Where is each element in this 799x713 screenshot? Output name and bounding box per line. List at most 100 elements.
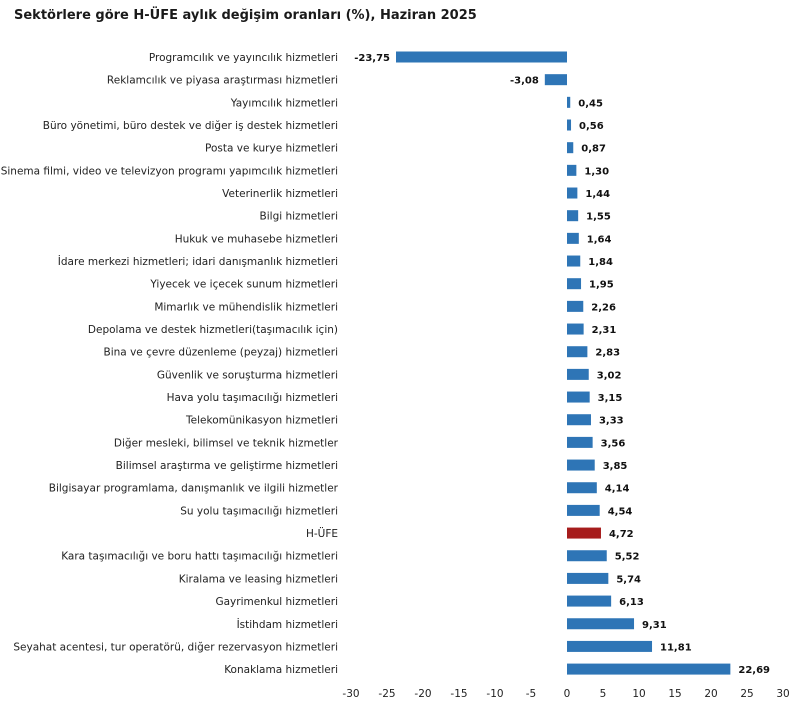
value-label: -3,08 — [510, 76, 539, 87]
bar — [567, 391, 590, 403]
x-tick-label: -10 — [486, 688, 503, 700]
x-tick-label: -5 — [526, 688, 536, 700]
x-tick-label: 25 — [740, 688, 753, 700]
category-label: Bilimsel araştırma ve geliştirme hizmetl… — [116, 460, 338, 472]
value-label: 3,02 — [597, 370, 622, 381]
category-label: Reklamcılık ve piyasa araştırması hizmet… — [107, 75, 338, 87]
category-label: Güvenlik ve soruşturma hizmetleri — [157, 369, 338, 381]
bar — [567, 164, 577, 176]
x-tick-label: 15 — [668, 688, 681, 700]
bars — [396, 51, 731, 675]
category-label: Sinema filmi, video ve televizyon progra… — [1, 165, 338, 177]
category-label: Konaklama hizmetleri — [224, 664, 338, 676]
value-labels: -23,75 -3,08 0,45 0,56 0,87 1,30 1,44 1,55 1,64 1… — [354, 53, 770, 676]
x-tick-label: 20 — [704, 688, 717, 700]
bar — [567, 550, 607, 562]
value-label: 2,26 — [591, 302, 616, 313]
category-label: Hukuk ve muhasebe hizmetleri — [175, 233, 338, 245]
bar — [567, 459, 595, 471]
bar — [567, 232, 579, 244]
bar — [567, 278, 582, 290]
bar — [567, 346, 588, 358]
value-label: 3,15 — [598, 393, 623, 404]
bar — [567, 663, 731, 675]
x-tick-label: 5 — [600, 688, 607, 700]
bar — [567, 210, 579, 222]
category-label: Kiralama ve leasing hizmetleri — [179, 573, 338, 585]
value-label: 3,85 — [603, 461, 628, 472]
bar — [567, 323, 584, 335]
value-label: 1,84 — [588, 257, 613, 268]
value-label: 4,14 — [605, 484, 630, 495]
category-label: Yiyecek ve içecek sunum hizmetleri — [149, 279, 338, 291]
category-label: Diğer mesleki, bilimsel ve teknik hizmet… — [114, 437, 339, 449]
bar — [567, 618, 635, 630]
bar — [567, 504, 600, 516]
bar — [567, 119, 572, 131]
value-label: 11,81 — [660, 642, 692, 653]
category-label: Veterinerlik hizmetleri — [222, 188, 338, 200]
value-label: 22,69 — [738, 665, 770, 676]
value-label: 5,52 — [615, 552, 640, 563]
x-tick-label: -30 — [342, 688, 359, 700]
category-label: Su yolu taşımacılığı hizmetleri — [180, 505, 338, 517]
category-label: Posta ve kurye hizmetleri — [205, 143, 338, 155]
x-tick-label: -20 — [414, 688, 431, 700]
value-label: 1,95 — [589, 280, 614, 291]
bar — [567, 96, 571, 108]
bar — [567, 482, 597, 494]
category-labels: Programcılık ve yayıncılık hizmetleri Rek… — [1, 52, 339, 676]
value-label: 6,13 — [619, 597, 644, 608]
category-label: Programcılık ve yayıncılık hizmetleri — [149, 52, 338, 64]
value-label: 2,31 — [592, 325, 617, 336]
value-label: -23,75 — [354, 53, 390, 64]
category-label: İdare merkezi hizmetleri; idari danışman… — [58, 255, 338, 268]
category-label: H-ÜFE — [306, 527, 338, 540]
value-label: 1,44 — [585, 189, 610, 200]
bar — [567, 142, 574, 154]
x-tick-label: 10 — [632, 688, 645, 700]
category-label: Mimarlık ve mühendislik hizmetleri — [154, 301, 338, 313]
bar — [567, 187, 578, 199]
bar — [567, 414, 591, 426]
category-label: Hava yolu taşımacılığı hizmetleri — [167, 392, 338, 404]
value-label: 0,56 — [579, 121, 604, 132]
bar — [396, 51, 567, 63]
bar — [567, 595, 612, 607]
category-label: Seyahat acentesi, tur operatörü, diğer r… — [13, 641, 338, 653]
bar — [567, 300, 584, 312]
category-label: Bilgisayar programlama, danışmanlık ve i… — [49, 483, 339, 495]
value-label: 2,83 — [595, 348, 620, 359]
category-label: Kara taşımacılığı ve boru hattı taşımacı… — [61, 551, 338, 563]
value-label: 5,74 — [616, 574, 641, 585]
bar — [567, 255, 581, 267]
category-label: Bilgi hizmetleri — [260, 211, 338, 223]
bar — [567, 640, 653, 652]
bar — [567, 527, 601, 539]
x-tick-label: -25 — [378, 688, 395, 700]
value-label: 0,87 — [581, 144, 606, 155]
category-label: Büro yönetimi, büro destek ve diğer iş d… — [43, 120, 338, 132]
value-label: 1,55 — [586, 212, 611, 223]
value-label: 0,45 — [578, 98, 603, 109]
category-label: İstihdam hizmetleri — [237, 618, 338, 631]
value-label: 4,72 — [609, 529, 634, 540]
value-label: 1,64 — [587, 234, 612, 245]
value-label: 4,54 — [608, 506, 633, 517]
bar — [567, 436, 593, 448]
category-label: Yayımcılık hizmetleri — [230, 97, 338, 109]
category-label: Bina ve çevre düzenleme (peyzaj) hizmetl… — [104, 347, 338, 359]
x-axis: -30 -25 -20 -15 -10 -5 0 5 10 15 20 25 30 — [342, 688, 789, 700]
category-label: Telekomünikasyon hizmetleri — [185, 415, 338, 427]
value-label: 9,31 — [642, 620, 667, 631]
value-label: 3,33 — [599, 416, 624, 427]
bar — [567, 368, 589, 380]
bar — [544, 74, 567, 86]
category-label: Depolama ve destek hizmetleri(taşımacılı… — [88, 324, 338, 336]
value-label: 1,30 — [584, 166, 609, 177]
x-tick-label: 0 — [564, 688, 571, 700]
category-label: Gayrimenkul hizmetleri — [215, 596, 338, 608]
x-tick-label: -15 — [450, 688, 467, 700]
